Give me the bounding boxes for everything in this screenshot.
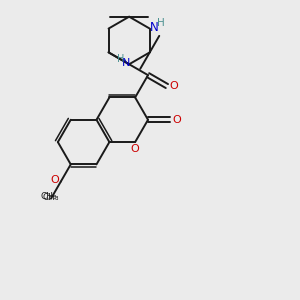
Text: H: H <box>157 18 164 28</box>
Text: N: N <box>122 58 130 68</box>
Text: CH₃: CH₃ <box>40 192 57 201</box>
Text: O: O <box>131 144 140 154</box>
Text: O: O <box>169 81 178 91</box>
Text: H: H <box>116 54 124 64</box>
Text: CH₃: CH₃ <box>43 193 59 202</box>
Text: N: N <box>150 21 159 34</box>
Text: O: O <box>172 115 181 125</box>
Text: O: O <box>50 175 59 184</box>
